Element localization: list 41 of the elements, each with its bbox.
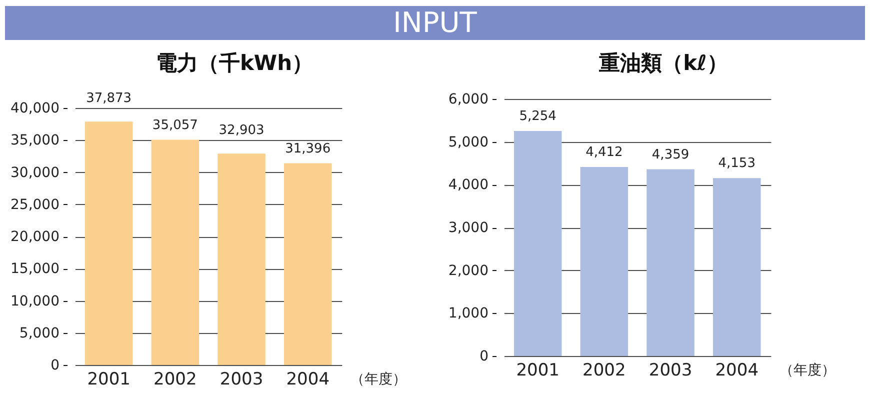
data-label: 5,254 (519, 108, 556, 124)
y-tick-label: 0 (480, 348, 488, 364)
chart-title: 重油類（kℓ） (598, 51, 728, 75)
data-label: 4,359 (652, 147, 690, 162)
y-tick-label: 35,000 (10, 132, 60, 149)
bar (84, 122, 133, 365)
y-tick-label: 40,000 (10, 100, 60, 116)
text: INPUT (5, 6, 865, 40)
x-tick-label: 2001 (87, 370, 130, 390)
bar (284, 163, 332, 365)
y-tick-label: 15,000 (10, 261, 60, 278)
data-label: 31,396 (285, 141, 331, 156)
x-axis-title: （年度） (780, 362, 836, 378)
x-tick-label: 2004 (286, 370, 330, 390)
y-tick-label: 5,000 (448, 134, 488, 150)
y-tick-label: 1,000 (448, 306, 488, 322)
x-tick-label: 2003 (220, 370, 264, 390)
data-label: 32,903 (218, 123, 264, 138)
y-tick-label: 0 (50, 358, 60, 374)
bar (151, 140, 200, 365)
data-label: 4,153 (718, 156, 756, 172)
x-tick-label: 2002 (582, 360, 626, 380)
y-tick-label: 20,000 (10, 229, 60, 245)
y-tick-label: 30,000 (10, 164, 60, 181)
x-tick-label: 2001 (516, 360, 560, 380)
x-axis-title: （年度） (350, 372, 406, 388)
y-tick-label: 3,000 (448, 220, 488, 236)
x-tick-label: 2003 (648, 360, 692, 380)
y-tick-label: 6,000 (448, 92, 488, 108)
x-tick-label: 2002 (154, 370, 197, 390)
data-label: 37,873 (86, 91, 132, 106)
data-label: 35,057 (152, 118, 198, 133)
x-tick-label: 2004 (715, 360, 758, 380)
y-tick-label: 4,000 (448, 177, 488, 194)
data-label: 4,412 (586, 145, 623, 160)
y-tick-label: 10,000 (10, 293, 60, 310)
bar (218, 154, 266, 365)
y-tick-label: 5,000 (19, 325, 60, 342)
y-tick-label: 25,000 (10, 196, 60, 213)
y-tick-label: 2,000 (448, 262, 488, 279)
chart-title: 電力（千kWh） (156, 51, 314, 75)
